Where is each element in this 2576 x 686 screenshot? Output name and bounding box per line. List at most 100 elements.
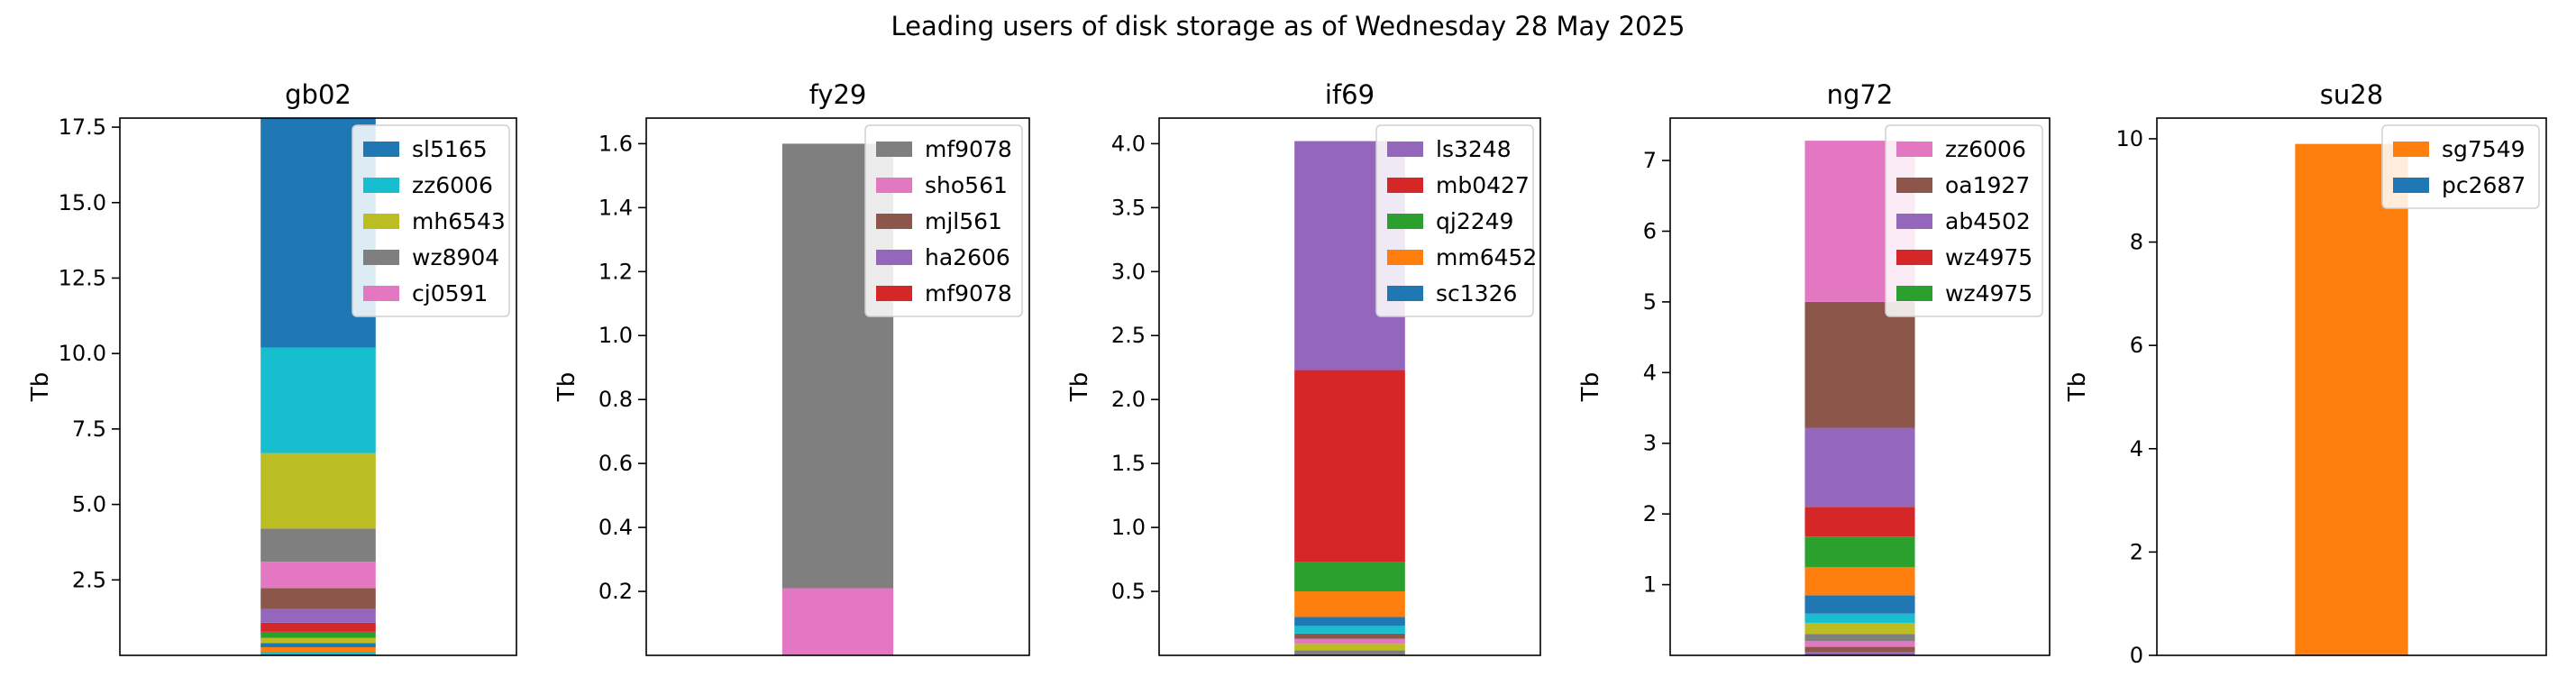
- bar-segment-mb0427: [1294, 370, 1405, 563]
- legend-swatch: [363, 286, 399, 301]
- bar-segment-series-5: [1804, 613, 1915, 623]
- legend-swatch: [876, 142, 912, 157]
- y-axis-label: Tb: [2064, 372, 2091, 402]
- bar-segment-sc1326: [1294, 617, 1405, 627]
- y-tick-label: 0.6: [598, 451, 633, 476]
- legend-swatch: [1387, 178, 1423, 193]
- bar-segment-series-0: [260, 651, 376, 655]
- legend-label: mf9078: [925, 136, 1012, 162]
- legend-label: ab4502: [1945, 208, 2031, 234]
- y-tick-label: 3.0: [1111, 259, 1146, 284]
- legend-box: [864, 124, 1023, 317]
- y-tick-label: 6: [1643, 218, 1657, 243]
- y-axis-label: Tb: [27, 372, 54, 402]
- y-axis-label: Tb: [1577, 372, 1604, 402]
- chart-panel-ng72: 1 2 3 4 5 6 7 ng72 Tb zz6006 oa1927 ab4502 wz4975 wz4…: [1577, 79, 2051, 656]
- legend-label: wz4975: [1945, 244, 2032, 270]
- legend-swatch: [1896, 286, 1932, 301]
- legend-swatch: [2393, 142, 2429, 157]
- y-tick-label: 3: [1643, 431, 1657, 456]
- bar-segment-series-4: [260, 631, 376, 638]
- legend-label: pc2687: [2442, 172, 2526, 198]
- y-tick-label: 1.2: [598, 259, 633, 284]
- y-tick-label: 3.5: [1111, 195, 1146, 220]
- bar-segment-zz6006: [260, 347, 376, 453]
- bar-segment-sho561: [781, 588, 894, 655]
- legend: zz6006 oa1927 ab4502 wz4975 wz4975: [1885, 124, 2043, 317]
- legend-swatch: [1896, 214, 1932, 229]
- legend-label: wz4975: [1945, 280, 2032, 306]
- y-axis-label: Tb: [1066, 372, 1093, 402]
- bar-segment-series-4: [1804, 622, 1915, 635]
- y-tick-label: 2: [1643, 501, 1657, 526]
- legend-box: [1375, 124, 1534, 317]
- bar-segment-series-3: [1804, 634, 1915, 642]
- legend-swatch: [1896, 142, 1932, 157]
- y-tick-label: 8: [2130, 230, 2143, 255]
- legend-label: mh6543: [412, 208, 506, 234]
- chart-title: su28: [2320, 79, 2383, 110]
- chart-panel-su28: 0 2 4 6 8 10 su28 Tb sg7549 pc2687: [2064, 79, 2547, 668]
- y-tick-label: 4: [2130, 436, 2143, 462]
- bar-segment-series-1: [1804, 646, 1915, 653]
- figure-title: Leading users of disk storage as of Wedn…: [891, 11, 1685, 41]
- bar-segment-oa1927: [1804, 301, 1915, 428]
- y-tick-label: 0.2: [598, 579, 633, 604]
- bar-segment-series-2: [1804, 641, 1915, 647]
- legend-label: ha2606: [925, 244, 1010, 270]
- legend: sg7549 pc2687: [2381, 124, 2540, 209]
- legend-label: mf9078: [925, 280, 1012, 306]
- legend-swatch: [1387, 214, 1423, 229]
- bar-segment-wz4975: [1804, 507, 1915, 537]
- y-tick-label: 2.0: [1111, 387, 1146, 412]
- legend-swatch: [1387, 250, 1423, 265]
- bar-segment-series-3: [260, 637, 376, 644]
- legend-swatch: [876, 178, 912, 193]
- legend-swatch: [1387, 286, 1423, 301]
- bar-segment-series-0: [1804, 652, 1915, 655]
- bar-segment-series-6: [260, 608, 376, 623]
- y-tick-label: 1.4: [598, 195, 633, 220]
- plot-frame: [645, 117, 1030, 656]
- chart-title: fy29: [809, 79, 867, 110]
- y-tick-label: 5.0: [72, 492, 106, 517]
- y-tick-label: 10: [2115, 126, 2143, 151]
- y-tick-label: 10.0: [59, 341, 106, 366]
- legend-swatch: [1387, 142, 1423, 157]
- legend-label: sc1326: [1436, 280, 1517, 306]
- legend-swatch: [1896, 178, 1932, 193]
- legend-swatch: [363, 142, 399, 157]
- y-tick-label: 5: [1643, 289, 1657, 315]
- bar-segment-series-1: [260, 646, 376, 652]
- legend: sl5165 zz6006 mh6543 wz8904 cj0591: [352, 124, 510, 317]
- legend-swatch: [2393, 178, 2429, 193]
- bar-segment-series-4: [1294, 626, 1405, 634]
- y-tick-label: 6: [2130, 333, 2143, 358]
- legend-swatch: [876, 214, 912, 229]
- y-tick-label: 0.8: [598, 387, 633, 412]
- y-tick-label: 0: [2130, 643, 2143, 668]
- legend-swatch: [1896, 250, 1932, 265]
- legend-label: cj0591: [412, 280, 488, 306]
- legend-label: sho561: [925, 172, 1008, 198]
- plot-frame: [2156, 117, 2547, 656]
- y-tick-label: 2.5: [72, 567, 106, 592]
- y-tick-label: 12.5: [59, 265, 106, 290]
- chart-panel-fy29: 0.2 0.4 0.6 0.8 1.0 1.2 1.4 1.6 fy29 Tb mf9078 sho5…: [553, 79, 1030, 656]
- legend-label: mm6452: [1436, 244, 1537, 270]
- y-tick-label: 1: [1643, 572, 1657, 598]
- y-tick-label: 17.5: [59, 114, 106, 140]
- legend-label: qj2249: [1436, 208, 1513, 234]
- bar-segment-series-1: [1294, 644, 1405, 651]
- bar-segment-series-3: [1294, 633, 1405, 639]
- plot-frame: [1158, 117, 1541, 656]
- y-tick-label: 2: [2130, 539, 2143, 564]
- y-tick-label: 1.6: [598, 131, 633, 156]
- bar-segment-series-0: [1294, 650, 1405, 655]
- bar-segment-wz4975: [1804, 536, 1915, 567]
- bar-segment-mm6452: [1294, 591, 1405, 617]
- bar-segment-series-2: [1294, 638, 1405, 645]
- bar-segment-series-5: [260, 622, 376, 632]
- y-tick-label: 7.5: [72, 416, 106, 442]
